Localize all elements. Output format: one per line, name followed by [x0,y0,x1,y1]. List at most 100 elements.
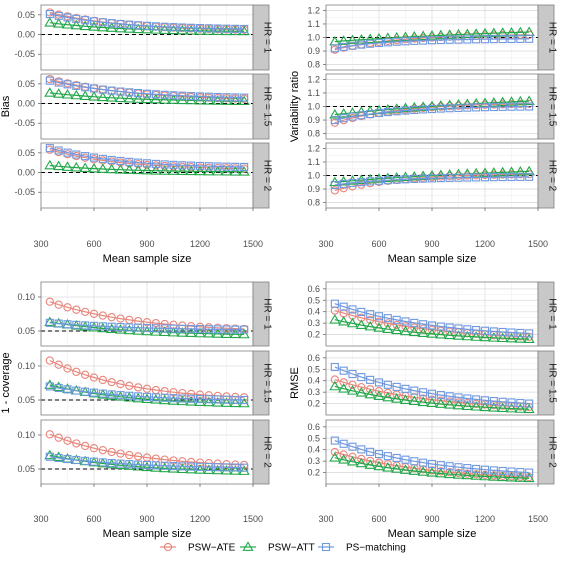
y-tick-label: 0.00 [17,30,35,40]
point-triangle [355,457,367,468]
point-triangle [238,95,250,106]
point-circle [63,436,72,445]
point-square [134,323,143,332]
series-line-3 [334,303,530,334]
y-tick-label: 0.4 [307,307,320,317]
point-triangle [329,314,341,324]
series-line-1 [334,173,530,191]
point-square [107,19,116,28]
point-square [489,397,498,406]
point-circle [107,377,116,387]
point-triangle [417,466,429,476]
point-triangle [514,403,526,413]
point-triangle [514,95,526,106]
point-triangle [220,464,233,475]
point-square [151,393,160,402]
strip-label: HR = 1.5 [547,363,558,403]
y-tick-label: 0.05 [17,326,35,336]
series-line-3 [334,38,530,49]
strip-background [537,4,555,71]
point-triangle [106,323,118,333]
x-axis-label: Mean sample size [388,528,477,540]
point-triangle [97,21,109,32]
point-square [54,11,63,20]
point-square [160,324,169,333]
point-triangle [167,463,180,473]
point-square [222,463,231,472]
y-tick-label: 1.1 [307,19,320,29]
point-triangle [329,380,341,391]
point-triangle [185,165,197,176]
point-triangle [88,91,100,101]
point-square [151,22,160,31]
point-triangle [426,467,438,477]
point-circle [54,360,63,369]
point-square [445,323,454,332]
point-square [240,24,249,34]
point-square [410,386,419,395]
series-line-1 [334,451,530,478]
point-circle [163,542,173,552]
point-square [72,81,81,90]
point-triangle [106,163,118,174]
point-triangle [497,332,509,343]
point-triangle [470,470,482,480]
point-square [222,395,231,404]
point-square [366,375,375,384]
point-square [231,395,240,404]
point-square [54,453,63,463]
point-triangle [505,402,518,413]
point-triangle [229,397,241,408]
point-triangle [159,94,171,104]
point-triangle [444,329,456,340]
point-square [89,84,99,93]
strip-label: HR = 1.5 [262,87,273,127]
x-tick-label: 1500 [243,239,263,249]
point-square [81,16,90,25]
point-square [45,144,54,153]
x-tick-label: 1500 [243,514,263,524]
point-triangle [220,25,233,36]
point-square [45,76,54,85]
point-square [142,392,152,401]
point-square [98,85,107,94]
point-triangle [338,383,350,393]
point-circle [107,447,116,457]
point-square [489,173,498,182]
point-square [472,395,481,404]
point-square [169,91,178,100]
strip-background [252,142,270,209]
point-circle [410,323,419,332]
legend-label: PS−matching [346,543,406,554]
panel-3: 0.05 0.10 HR = 2 [17,419,273,485]
point-square [357,307,366,316]
point-triangle [364,320,376,331]
point-square [357,445,366,454]
point-square [142,460,152,470]
series-line-3 [334,440,530,474]
point-triangle [88,162,100,173]
point-triangle [123,92,135,103]
point-circle [98,446,107,455]
point-square [231,93,240,102]
point-square [516,172,525,181]
point-square [116,156,125,166]
point-square [445,173,454,182]
point-square [195,92,205,101]
point-circle [383,319,392,328]
point-square [222,93,231,102]
point-triangle [435,29,447,40]
point-square [63,320,72,329]
point-triangle [70,89,82,100]
y-tick-label: 0.3 [307,318,320,328]
y-tick-label: 0.8 [307,198,320,208]
point-circle [480,400,490,409]
point-triangle [114,391,127,401]
point-triangle [338,315,350,326]
point-circle [357,454,366,464]
point-square [321,542,331,552]
point-triangle [523,403,535,414]
y-tick-label: 1.0 [307,102,320,112]
point-circle [142,384,152,393]
point-triangle [505,166,518,176]
